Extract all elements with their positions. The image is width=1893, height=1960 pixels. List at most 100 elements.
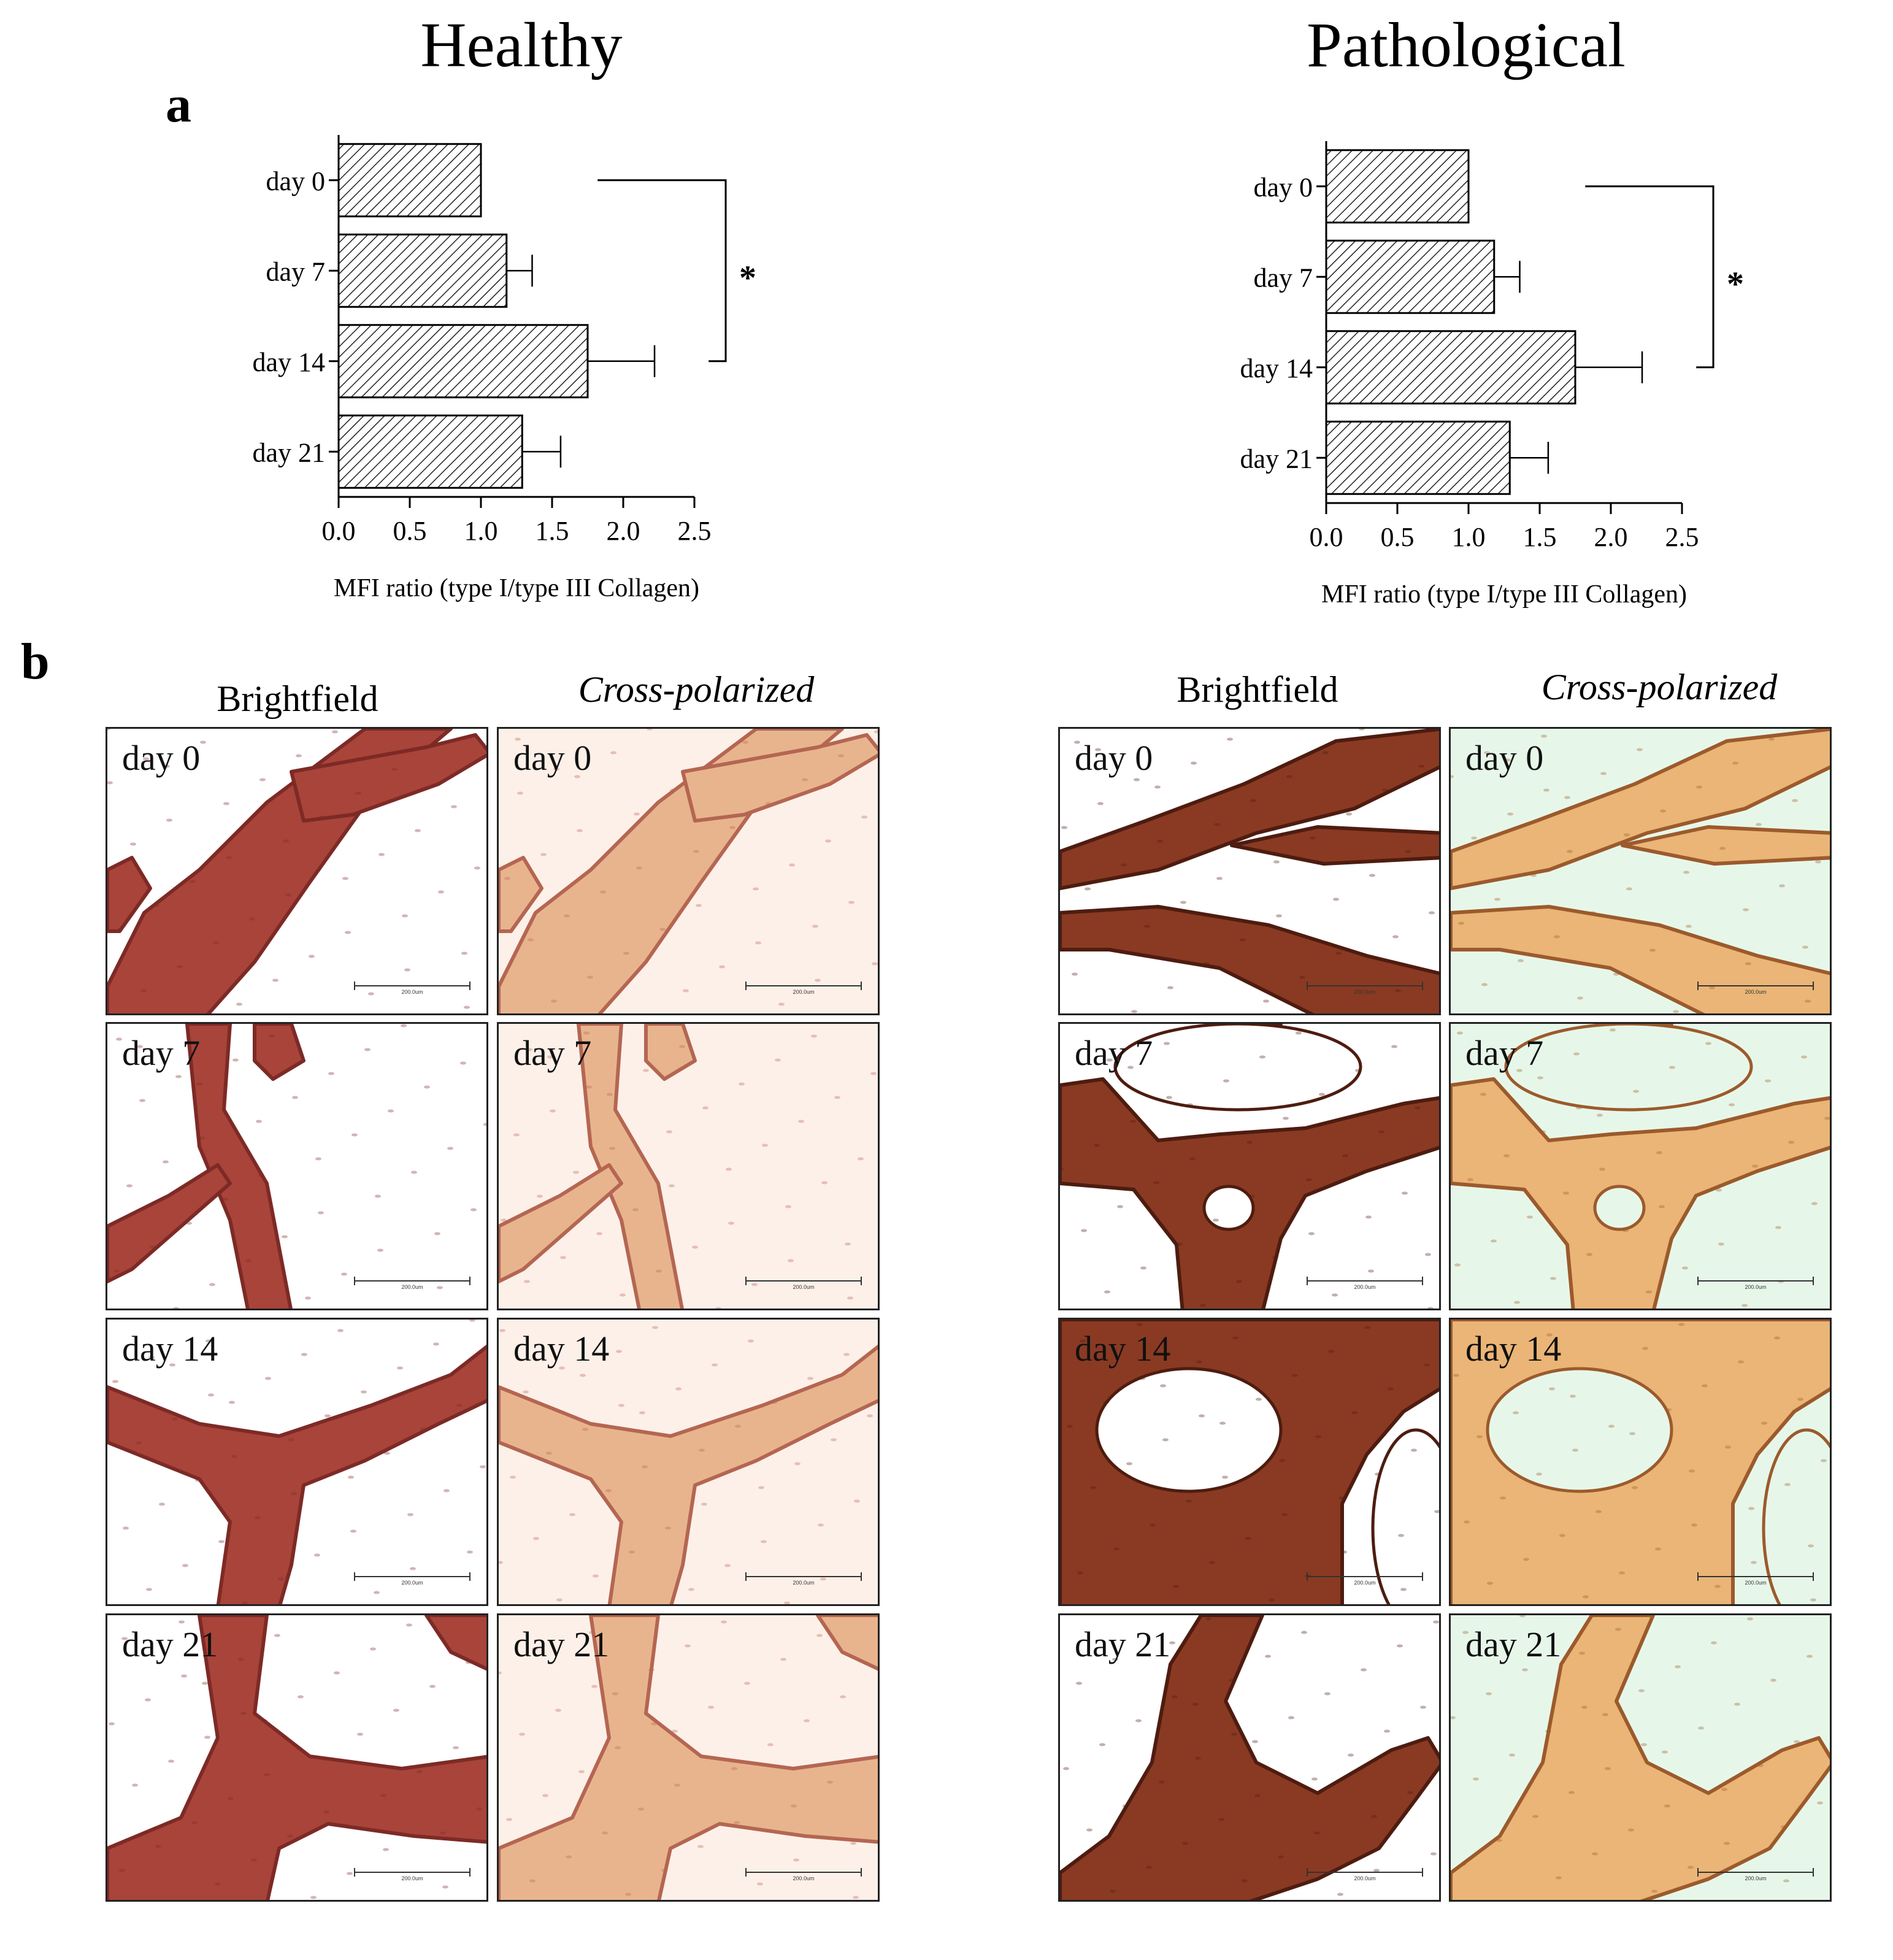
cell-speckle — [1810, 1598, 1816, 1602]
cell-speckle — [794, 1462, 801, 1466]
cell-speckle — [1537, 1076, 1543, 1080]
cell-speckle — [1519, 1615, 1526, 1618]
cell-speckle — [357, 1732, 363, 1736]
cell-speckle — [288, 1438, 294, 1442]
cell-speckle — [1333, 897, 1339, 901]
cell-speckle — [140, 989, 147, 993]
cell-speckle — [1314, 1831, 1320, 1835]
cell-speckle — [665, 1526, 671, 1530]
y-tick-label: day 21 — [1240, 444, 1313, 474]
cell-speckle — [1351, 1411, 1357, 1415]
cell-speckle — [404, 968, 410, 972]
cell-speckle — [748, 1339, 754, 1343]
cell-speckle — [1420, 1705, 1426, 1709]
bar-day-7 — [337, 233, 508, 308]
cell-speckle — [1341, 1550, 1347, 1554]
scale-bar: 200.0um — [1307, 982, 1423, 995]
cell-speckle — [1378, 1130, 1384, 1134]
cell-speckle — [1590, 911, 1596, 915]
cell-speckle — [744, 1681, 750, 1685]
day-label: day 21 — [513, 1624, 610, 1664]
cell-speckle — [1095, 748, 1101, 751]
cell-speckle — [1570, 1394, 1576, 1398]
cell-speckle — [827, 1780, 833, 1784]
bar-day-14 — [1325, 330, 1576, 405]
cell-speckle — [1246, 1140, 1253, 1144]
scale-bar-label: 200.0um — [1745, 1580, 1767, 1586]
cell-speckle — [1204, 962, 1210, 966]
cell-speckle — [460, 1061, 466, 1065]
cell-speckle — [310, 1896, 317, 1899]
cell-speckle — [1458, 921, 1464, 925]
cell-speckle — [1665, 1408, 1672, 1412]
cell-speckle — [291, 1492, 297, 1496]
cell-speckle — [321, 1756, 327, 1760]
scale-bar-label: 200.0um — [1354, 1875, 1376, 1881]
cell-speckle — [397, 1366, 403, 1370]
cell-speckle — [854, 1499, 860, 1503]
cell-speckle — [609, 1147, 615, 1150]
cell-speckle — [368, 992, 374, 996]
cell-speckle — [1606, 1370, 1612, 1374]
cell-speckle — [1250, 799, 1256, 802]
panel-letter-b: b — [21, 633, 50, 690]
cell-speckle — [186, 1221, 192, 1225]
cell-speckle — [529, 1879, 536, 1883]
tissue-image — [107, 1615, 486, 1900]
cell-speckle — [1586, 1253, 1592, 1256]
cell-speckle — [1162, 1438, 1169, 1442]
cell-speckle — [726, 1167, 732, 1171]
cell-speckle — [1254, 1794, 1261, 1797]
cell-speckle — [1160, 1384, 1166, 1388]
cell-speckle — [213, 941, 219, 945]
cell-speckle — [228, 1797, 234, 1801]
cell-speckle — [636, 866, 642, 870]
cell-speckle — [361, 1390, 367, 1394]
scale-bar: 200.0um — [745, 1572, 862, 1586]
cell-speckle — [155, 1845, 161, 1848]
cell-speckle — [296, 754, 302, 758]
cell-speckle — [569, 1513, 575, 1516]
cell-speckle — [1747, 1617, 1753, 1621]
cell-speckle — [1434, 1510, 1439, 1513]
cell-speckle — [1768, 737, 1775, 741]
cell-speckle — [1567, 850, 1573, 853]
significance-bracket — [1585, 185, 1714, 369]
cell-speckle — [328, 1072, 334, 1075]
cell-speckle — [181, 1674, 187, 1678]
cell-speckle — [169, 1363, 175, 1367]
cell-speckle — [1692, 1127, 1699, 1131]
cell-speckle — [831, 1438, 837, 1442]
cell-speckle — [200, 740, 206, 744]
cell-speckle — [1514, 1301, 1520, 1304]
cell-speckle — [580, 1374, 586, 1377]
cell-speckle — [350, 1529, 356, 1533]
cell-speckle — [1711, 1641, 1717, 1645]
cell-speckle — [816, 1634, 823, 1637]
cell-speckle — [1743, 908, 1749, 912]
cell-speckle — [153, 904, 159, 907]
cell-speckle — [218, 1540, 225, 1543]
cell-speckle — [251, 1858, 257, 1862]
cell-speckle — [341, 1272, 347, 1276]
cell-speckle — [1159, 1780, 1165, 1784]
cell-speckle — [1556, 1876, 1562, 1880]
bar-day-14 — [337, 324, 589, 399]
cell-speckle — [661, 1869, 667, 1872]
cell-speckle — [1550, 1277, 1556, 1280]
cell-speckle — [483, 1123, 486, 1126]
tissue-shape — [1060, 1077, 1439, 1309]
x-tick-label: 1.5 — [1523, 522, 1557, 552]
cell-speckle — [593, 1574, 599, 1578]
y-tick-label: day 0 — [266, 166, 325, 196]
healthy-brightfield-day-0-micrograph: day 0 200.0um — [106, 727, 488, 1015]
cell-speckle — [173, 1307, 179, 1309]
day-label: day 21 — [122, 1624, 218, 1664]
x-tick-label: 0.0 — [1310, 522, 1343, 552]
cell-speckle — [616, 1350, 622, 1353]
tissue-shape — [1230, 825, 1439, 866]
cell-speckle — [1359, 729, 1365, 731]
cell-speckle — [1200, 1304, 1206, 1307]
cell-speckle — [464, 1005, 470, 1009]
cell-speckle — [177, 965, 183, 969]
